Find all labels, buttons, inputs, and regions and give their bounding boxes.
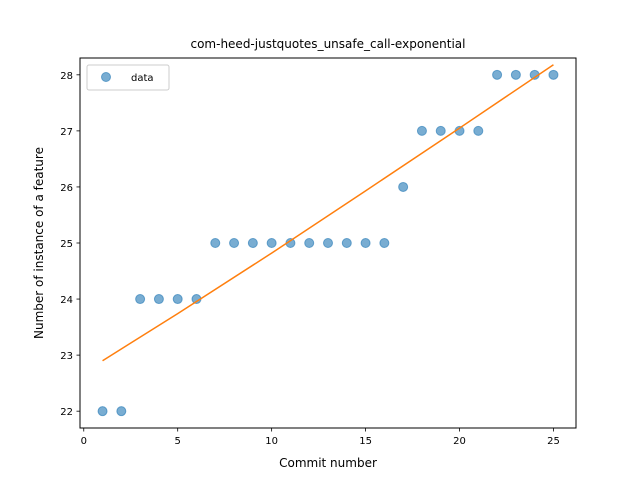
data-point bbox=[153, 294, 164, 305]
x-axis-label: Commit number bbox=[279, 456, 377, 470]
data-point bbox=[510, 69, 521, 80]
data-point bbox=[398, 181, 409, 192]
data-point bbox=[548, 69, 559, 80]
data-point bbox=[116, 406, 127, 417]
y-axis: 22 23 24 25 26 27 28 bbox=[60, 71, 80, 418]
x-tick-label: 10 bbox=[265, 436, 278, 447]
y-tick-label: 26 bbox=[60, 183, 73, 194]
data-point bbox=[97, 406, 108, 417]
data-point bbox=[323, 238, 333, 248]
x-tick-label: 0 bbox=[81, 436, 87, 447]
y-tick-label: 22 bbox=[60, 407, 73, 418]
chart-title: com-heed-justquotes_unsafe_call-exponent… bbox=[190, 37, 465, 51]
data-point bbox=[473, 125, 484, 136]
data-point bbox=[210, 238, 221, 248]
data-point bbox=[379, 238, 390, 248]
legend-box bbox=[86, 64, 170, 91]
y-tick-label: 28 bbox=[60, 71, 73, 82]
legend-marker bbox=[101, 72, 111, 82]
data-point bbox=[435, 125, 446, 136]
data-point bbox=[304, 238, 315, 248]
data-point bbox=[229, 238, 240, 248]
y-tick-label: 25 bbox=[60, 239, 73, 250]
data-point bbox=[266, 238, 277, 248]
y-tick-label: 23 bbox=[60, 351, 73, 362]
x-axis: 0 5 10 15 20 25 bbox=[81, 428, 560, 447]
fit-line bbox=[102, 64, 554, 362]
data-point bbox=[416, 125, 427, 136]
x-tick-label: 5 bbox=[175, 436, 181, 447]
x-tick-label: 15 bbox=[359, 436, 372, 447]
data-point bbox=[247, 238, 258, 248]
data-point bbox=[135, 294, 146, 305]
y-tick-label: 24 bbox=[60, 295, 73, 306]
data-point bbox=[492, 69, 503, 80]
legend: data bbox=[86, 64, 170, 91]
data-point bbox=[172, 294, 183, 305]
legend-label: data bbox=[131, 73, 154, 84]
x-tick-label: 25 bbox=[547, 436, 560, 447]
data-point bbox=[341, 238, 352, 248]
x-tick-label: 20 bbox=[453, 436, 466, 447]
y-tick-label: 27 bbox=[60, 127, 73, 138]
data-point bbox=[360, 238, 371, 248]
y-axis-label: Number of instance of a feature bbox=[32, 147, 46, 339]
